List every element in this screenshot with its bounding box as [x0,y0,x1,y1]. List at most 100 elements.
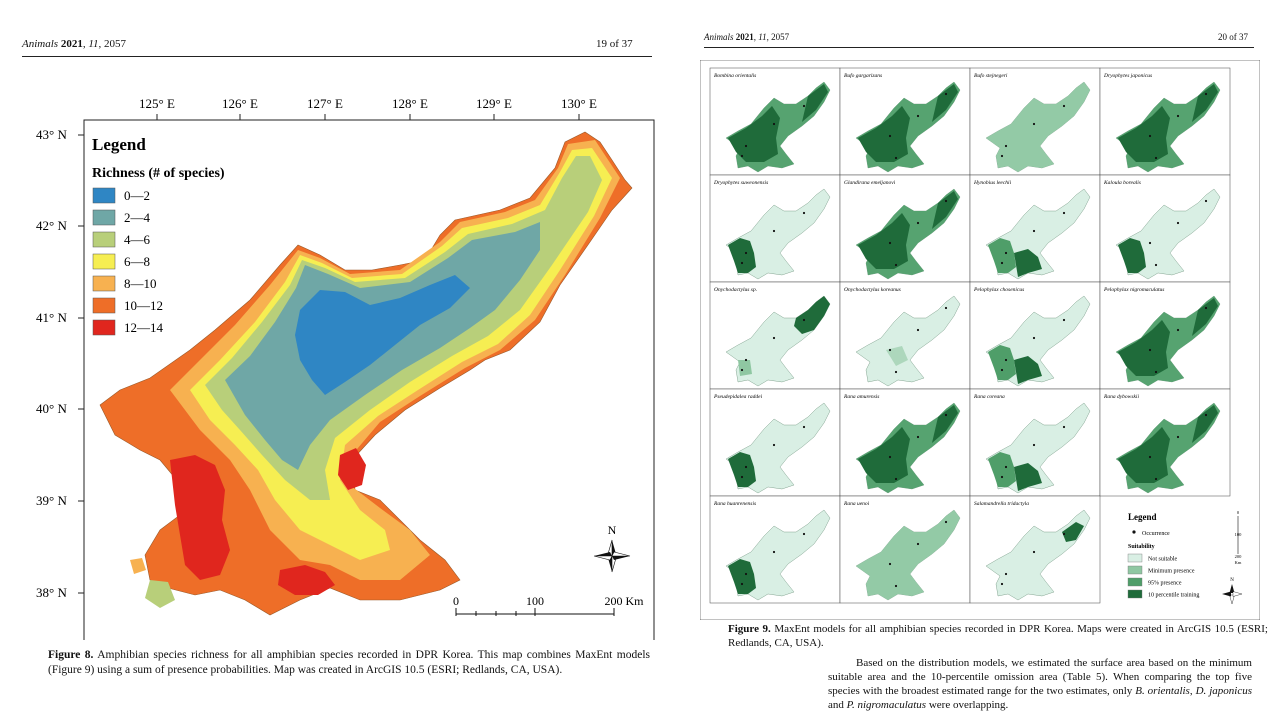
species-name-label: Bufo gargarizans [844,72,882,79]
left-page: Animals 2021, 11, 2057 19 of 37 125° E 1… [22,38,655,676]
lon-label-130: 130° E [561,96,597,111]
legend-swatch-5 [92,297,116,314]
species-panel: Pseudepidalea raddei [709,388,841,497]
species-panel: Bombina orientalis [709,67,841,176]
legend-label-6: 12—14 [124,320,164,335]
legend-swatch-2 [92,231,116,248]
lat-label-39: 39° N [36,493,67,508]
species-panel: Onychodactylus sp. [709,281,841,390]
maxent-legend: Legend Occurrence Suitability Not suitab… [1127,510,1243,605]
species-panel: Dryophytes japonicus [1099,67,1231,176]
vscale-unit: Km [1235,560,1242,565]
species-panel: Pelophylax chosenicus [969,281,1101,390]
zone-12-14-east [338,448,366,490]
species-panel: Rana dybowskii [1099,388,1231,497]
species-panel: Rana amurensis [839,388,971,497]
legend-swatch-0 [92,187,116,204]
journal-header-left: Animals 2021, 11, 2057 [22,38,126,50]
suitability-swatch-3 [1127,589,1143,599]
legend-title: Legend [92,135,146,154]
lat-label-40: 40° N [36,401,67,416]
page-gutter [660,0,690,720]
species-name-label: Pelophylax nigromaculatus [1103,287,1164,293]
maxent-legend-title: Legend [1128,512,1157,522]
zone-0-2 [295,275,470,395]
north-arrow-icon: N [593,523,631,573]
lon-label-126: 126° E [222,96,258,111]
scale-bar: 0 100 200 Km [453,594,644,616]
legend-swatch-4 [92,275,116,292]
page-number-left: 19 of 37 [596,38,633,50]
species-panel: Bufo gargarizans [839,67,971,176]
figure-8-caption: Figure 8. Amphibian species richness for… [48,649,650,676]
species-name-label: Rana dybowskii [1103,394,1139,400]
species-name-label: Rana uenoi [843,501,870,507]
species-panel: Salamandrella tridactyla [969,495,1101,604]
species-panel: Dryophytes suweonensis [709,174,841,283]
suitability-label: Suitability [1128,544,1155,550]
species-name-label: Salamandrella tridactyla [974,501,1029,507]
lat-label-42: 42° N [36,218,67,233]
lat-label-41: 41° N [36,310,67,325]
latitude-labels: 43° N 42° N 41° N 40° N 39° N 38° N [36,127,84,600]
species-name-label: Rana coreana [973,394,1005,400]
west-islands [145,580,175,608]
legend-label-1: 2—4 [124,210,151,225]
scale-label-0: 0 [453,594,459,608]
species-panel: Rana huanrenensis [709,495,841,604]
lat-label-43: 43° N [36,127,67,142]
longitude-labels: 125° E 126° E 127° E 128° E 129° E 130° … [139,96,597,120]
species-panel: Hynobius leechii [969,174,1101,283]
species-name-label: Dryophytes japonicus [1103,73,1152,79]
species-panel: Rana uenoi [839,495,971,604]
species-name-label: Onychodactylus koreanus [844,287,901,293]
page-number-right: 20 of 37 [1218,32,1248,42]
figure-9-caption: Figure 9. MaxEnt models for all amphibia… [728,623,1268,649]
compass-icon: N [1222,578,1243,605]
legend-swatch-1 [92,209,116,226]
species-name-label: Rana huanrenensis [713,501,756,507]
species-name-label: Dryophytes suweonensis [713,180,768,186]
suitability-label-1: Minimum presence [1148,569,1195,575]
species-name-label: Pelophylax chosenicus [973,287,1024,293]
suitability-swatch-1 [1127,565,1143,575]
species-panel: Bufo stejnegeri [969,67,1101,176]
legend-swatch-6 [92,319,116,336]
legend-subtitle: Richness (# of species) [92,166,225,181]
lat-label-38: 38° N [36,585,67,600]
richness-map-figure: 125° E 126° E 127° E 128° E 129° E 130° … [36,96,655,640]
vscale-0: 0 [1237,510,1240,515]
suitability-label-0: Not suitable [1148,557,1177,563]
lon-label-129: 129° E [476,96,512,111]
zone-12-14-west [170,455,230,580]
header-rule-left [22,56,652,57]
lon-label-128: 128° E [392,96,428,111]
species-panel: Onychodactylus koreanus [839,281,971,390]
legend-label-5: 10—12 [124,298,163,313]
maxent-models-figure: Bombina orientalis Bufo gargarizans Bufo s… [700,60,1260,620]
suitability-swatch-2 [1127,577,1143,587]
species-name-label: Kaloula borealis [1103,180,1141,186]
species-panel: Pelophylax nigromaculatus [1099,281,1231,390]
species-panel: Rana coreana [969,388,1101,497]
species-name-label: Bombina orientalis [714,73,756,79]
right-page: Animals 2021, 11, 2057 20 of 37 Bombina … [690,0,1280,720]
species-name-label: Rana amurensis [843,394,879,400]
species-name-label: Bufo stejnegeri [974,72,1008,79]
map-legend: Legend Richness (# of species) 0—2 2—4 4—6… [92,135,225,336]
legend-label-0: 0—2 [124,188,150,203]
zone-12-14-south [278,565,335,595]
journal-header-right: Animals 2021, 11, 2057 [704,32,790,42]
korea-richness-map [99,131,633,616]
species-name-label: Hynobius leechii [973,180,1012,186]
suitability-label-3: 10 percentile training [1148,593,1199,599]
suitability-label-2: 95% presence [1148,581,1182,587]
occurrence-dot-icon [1132,530,1136,534]
scale-label-100: 100 [526,594,544,608]
species-panel: Kaloula borealis [1099,174,1231,283]
species-panel: Glandirana emeljanovi [839,174,971,283]
scale-label-200: 200 Km [605,594,645,608]
lon-label-127: 127° E [307,96,343,111]
species-name-label: Onychodactylus sp. [714,287,757,293]
legend-label-4: 8—10 [124,276,157,291]
